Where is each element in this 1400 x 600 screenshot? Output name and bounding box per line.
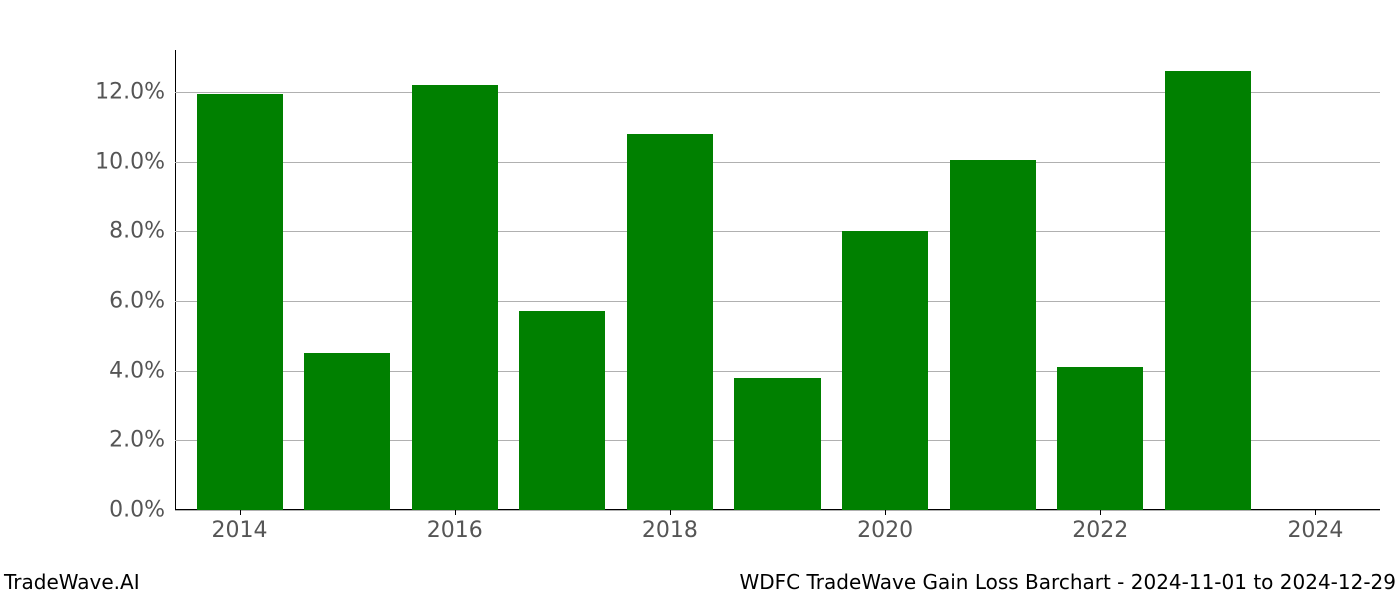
bar bbox=[519, 311, 605, 510]
bar bbox=[304, 353, 390, 510]
bar bbox=[734, 378, 820, 510]
footer-left-text: TradeWave.AI bbox=[4, 570, 140, 594]
x-tick-label: 2020 bbox=[857, 510, 913, 543]
x-tick-label: 2014 bbox=[212, 510, 268, 543]
figure: 0.0% 2.0% 4.0% 6.0% 8.0% 10.0% 12.0% 2014 2016 20… bbox=[0, 0, 1400, 600]
bar bbox=[412, 85, 498, 510]
x-tick-label: 2022 bbox=[1072, 510, 1128, 543]
bar bbox=[950, 160, 1036, 510]
y-tick-label: 10.0% bbox=[95, 149, 175, 174]
bar bbox=[842, 231, 928, 510]
plot-area: 0.0%2.0%4.0%6.0%8.0%10.0%12.0%2014201620… bbox=[175, 50, 1380, 510]
footer-right-text: WDFC TradeWave Gain Loss Barchart - 2024… bbox=[739, 570, 1396, 594]
y-tick-label: 6.0% bbox=[109, 288, 175, 313]
bar bbox=[1165, 71, 1251, 510]
y-tick-label: 12.0% bbox=[95, 79, 175, 104]
bar bbox=[627, 134, 713, 510]
x-tick-label: 2024 bbox=[1287, 510, 1343, 543]
bar bbox=[1057, 367, 1143, 510]
bar bbox=[197, 94, 283, 510]
y-tick-label: 8.0% bbox=[109, 219, 175, 244]
gridline bbox=[175, 510, 1380, 511]
x-tick-label: 2016 bbox=[427, 510, 483, 543]
x-tick-label: 2018 bbox=[642, 510, 698, 543]
y-tick-label: 2.0% bbox=[109, 428, 175, 453]
y-tick-label: 4.0% bbox=[109, 358, 175, 383]
y-tick-label: 0.0% bbox=[109, 498, 175, 523]
